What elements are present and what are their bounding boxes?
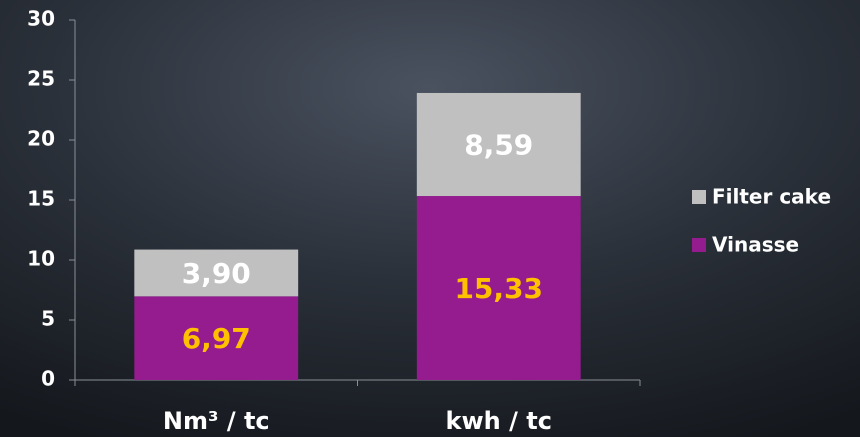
data-label: 8,59: [464, 129, 533, 162]
legend-swatch: [692, 190, 706, 204]
bar-segment: [416, 196, 581, 380]
y-tick-label: 0: [41, 367, 55, 391]
data-label: 15,33: [454, 272, 543, 305]
y-tick-label: 30: [27, 7, 55, 31]
bar-segment: [134, 296, 299, 380]
data-label: 6,97: [182, 322, 251, 355]
y-tick-label: 20: [27, 127, 55, 151]
y-tick-label: 25: [27, 67, 55, 91]
bar-segment: [416, 92, 581, 197]
x-tick-label: kwh / tc: [446, 407, 552, 435]
data-label: 3,90: [182, 257, 251, 290]
legend-swatch: [692, 238, 706, 252]
legend-label: Filter cake: [712, 185, 831, 209]
x-tick-label: Nm³ / tc: [163, 407, 270, 435]
y-tick-label: 5: [41, 307, 55, 331]
bar-segment: [134, 249, 299, 297]
y-tick-label: 10: [27, 247, 55, 271]
legend-label: Vinasse: [712, 233, 799, 257]
y-tick-label: 15: [27, 187, 55, 211]
